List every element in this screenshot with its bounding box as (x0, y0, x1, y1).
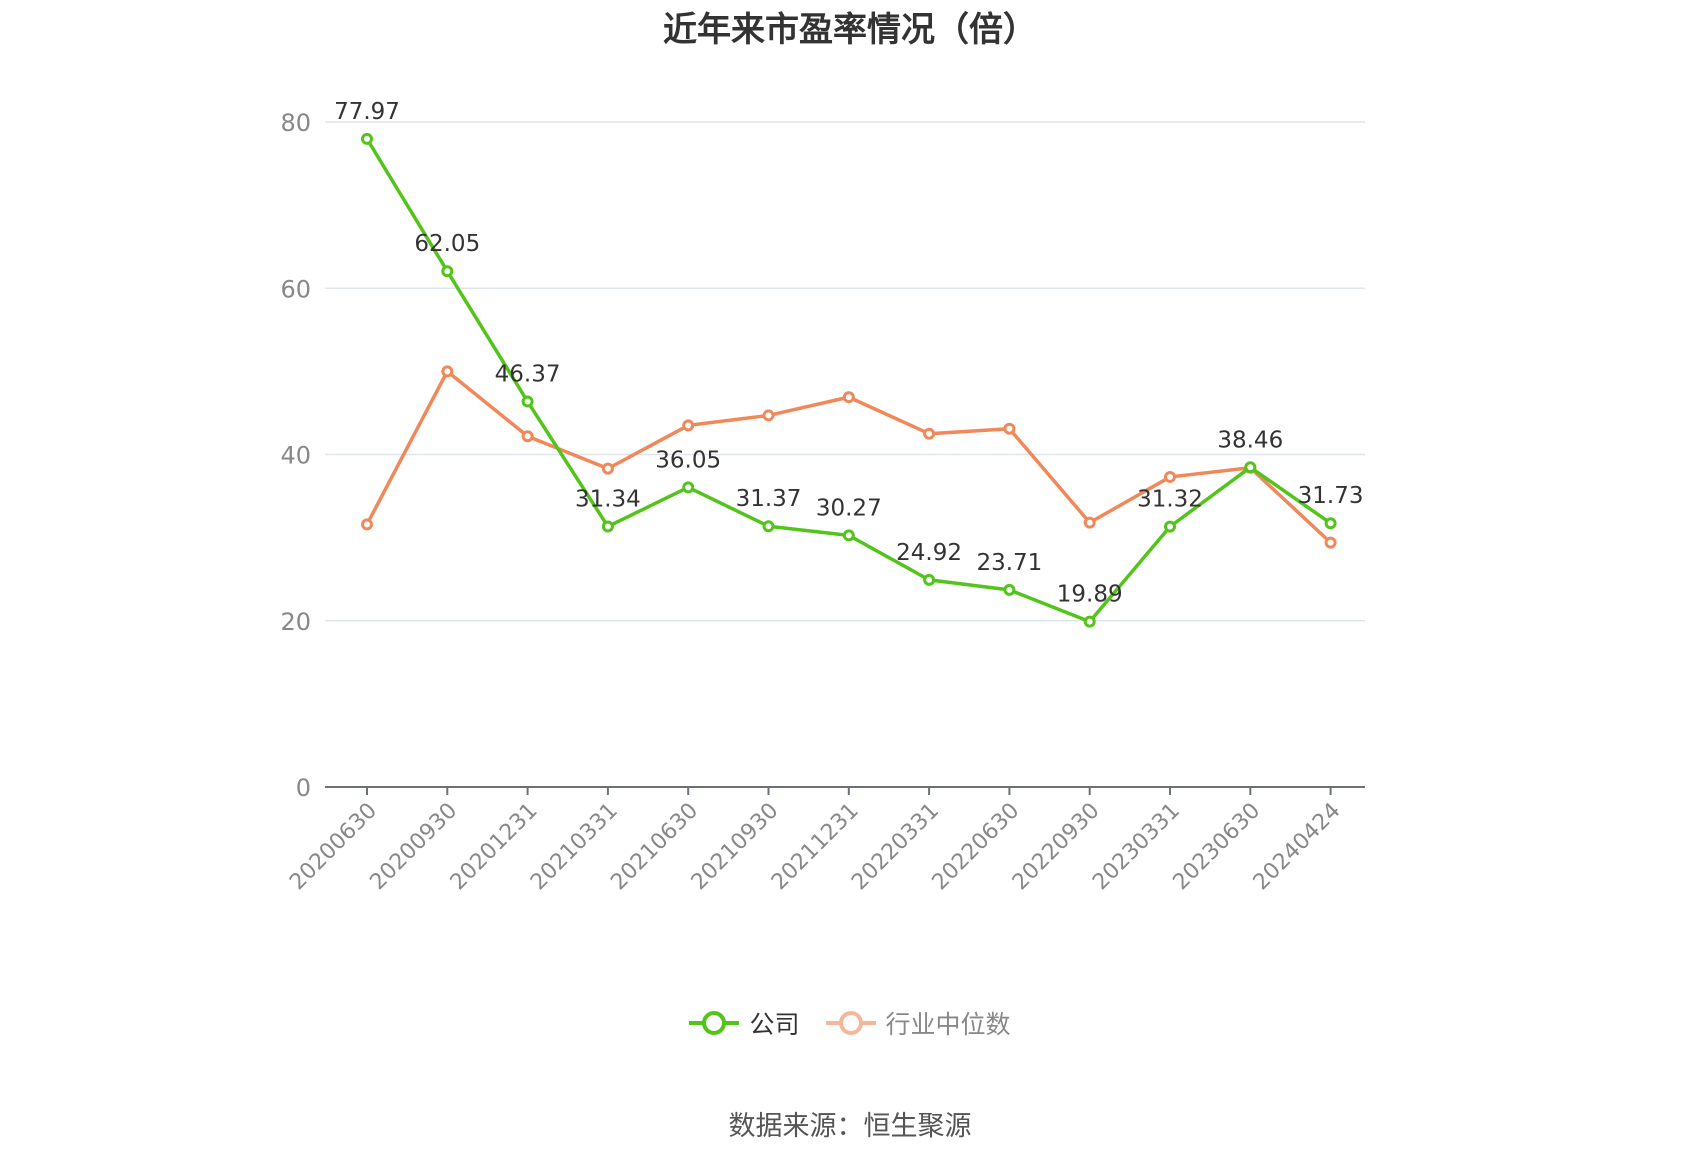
series (361, 132, 1337, 628)
data-point-industry-median (1164, 470, 1176, 483)
x-tick-label: 20240424 (1249, 798, 1346, 895)
data-point-industry-median (762, 409, 775, 422)
y-tick-label: 60 (280, 275, 311, 303)
data-point-company (1083, 615, 1096, 628)
data-point-company (361, 132, 373, 145)
legend-label-industry-median: 行业中位数 (885, 1010, 1011, 1039)
data-point-industry-median (441, 365, 454, 378)
legend-item-industry-median[interactable]: 行业中位数 (825, 1005, 1011, 1041)
legend-line-circle-icon (825, 1011, 876, 1035)
data-label: 30.27 (816, 495, 882, 521)
data-label: 62.05 (414, 231, 480, 257)
data-point-industry-median (682, 419, 695, 432)
data-point-company (1244, 461, 1257, 474)
legend-item-company[interactable]: 公司 (689, 1005, 800, 1041)
data-point-company (762, 520, 775, 533)
legend-label-company: 公司 (749, 1010, 800, 1039)
y-tick-label: 40 (280, 442, 311, 470)
data-label: 24.92 (896, 540, 962, 566)
data-point-company (601, 520, 614, 533)
data-point-industry-median (1324, 536, 1337, 549)
data-point-industry-median (361, 518, 373, 531)
data-labels: 77.97 62.05 46.37 31.34 36.05 31.37 30.27 24.92… (334, 99, 1363, 608)
data-label: 38.46 (1217, 427, 1283, 453)
data-point-company (441, 265, 454, 278)
data-point-industry-median (923, 427, 936, 440)
data-label: 36.05 (655, 447, 721, 473)
y-tick-label: 0 (296, 774, 311, 802)
data-label: 77.97 (334, 99, 400, 125)
y-tick-label: 80 (280, 109, 311, 137)
data-label: 31.34 (575, 486, 641, 512)
source-note: 数据来源：恒生聚源 (728, 1111, 972, 1142)
data-label: 46.37 (495, 362, 561, 388)
data-label: 23.71 (976, 550, 1042, 576)
data-point-company (1164, 520, 1176, 533)
data-point-company (923, 573, 936, 586)
data-point-company (842, 529, 855, 542)
data-label: 31.73 (1298, 483, 1364, 509)
data-point-industry-median (1003, 422, 1016, 435)
data-label: 31.32 (1137, 487, 1203, 513)
data-point-company (521, 395, 534, 408)
data-point-industry-median (521, 430, 534, 443)
data-point-company (682, 481, 695, 494)
data-point-company (1003, 583, 1016, 596)
data-point-industry-median (601, 462, 614, 475)
data-point-industry-median (842, 391, 855, 404)
data-label: 31.37 (736, 486, 802, 512)
data-point-industry-median (1083, 516, 1096, 529)
chart-title: 近年来市盈率情况（倍） (663, 10, 1037, 50)
legend: 公司 行业中位数 (0, 1005, 1700, 1041)
grid-lines (325, 121, 1365, 622)
data-point-company (1324, 517, 1337, 530)
y-tick-label: 20 (280, 608, 311, 636)
legend-line-circle-icon (689, 1011, 740, 1035)
data-label: 19.89 (1057, 582, 1123, 608)
